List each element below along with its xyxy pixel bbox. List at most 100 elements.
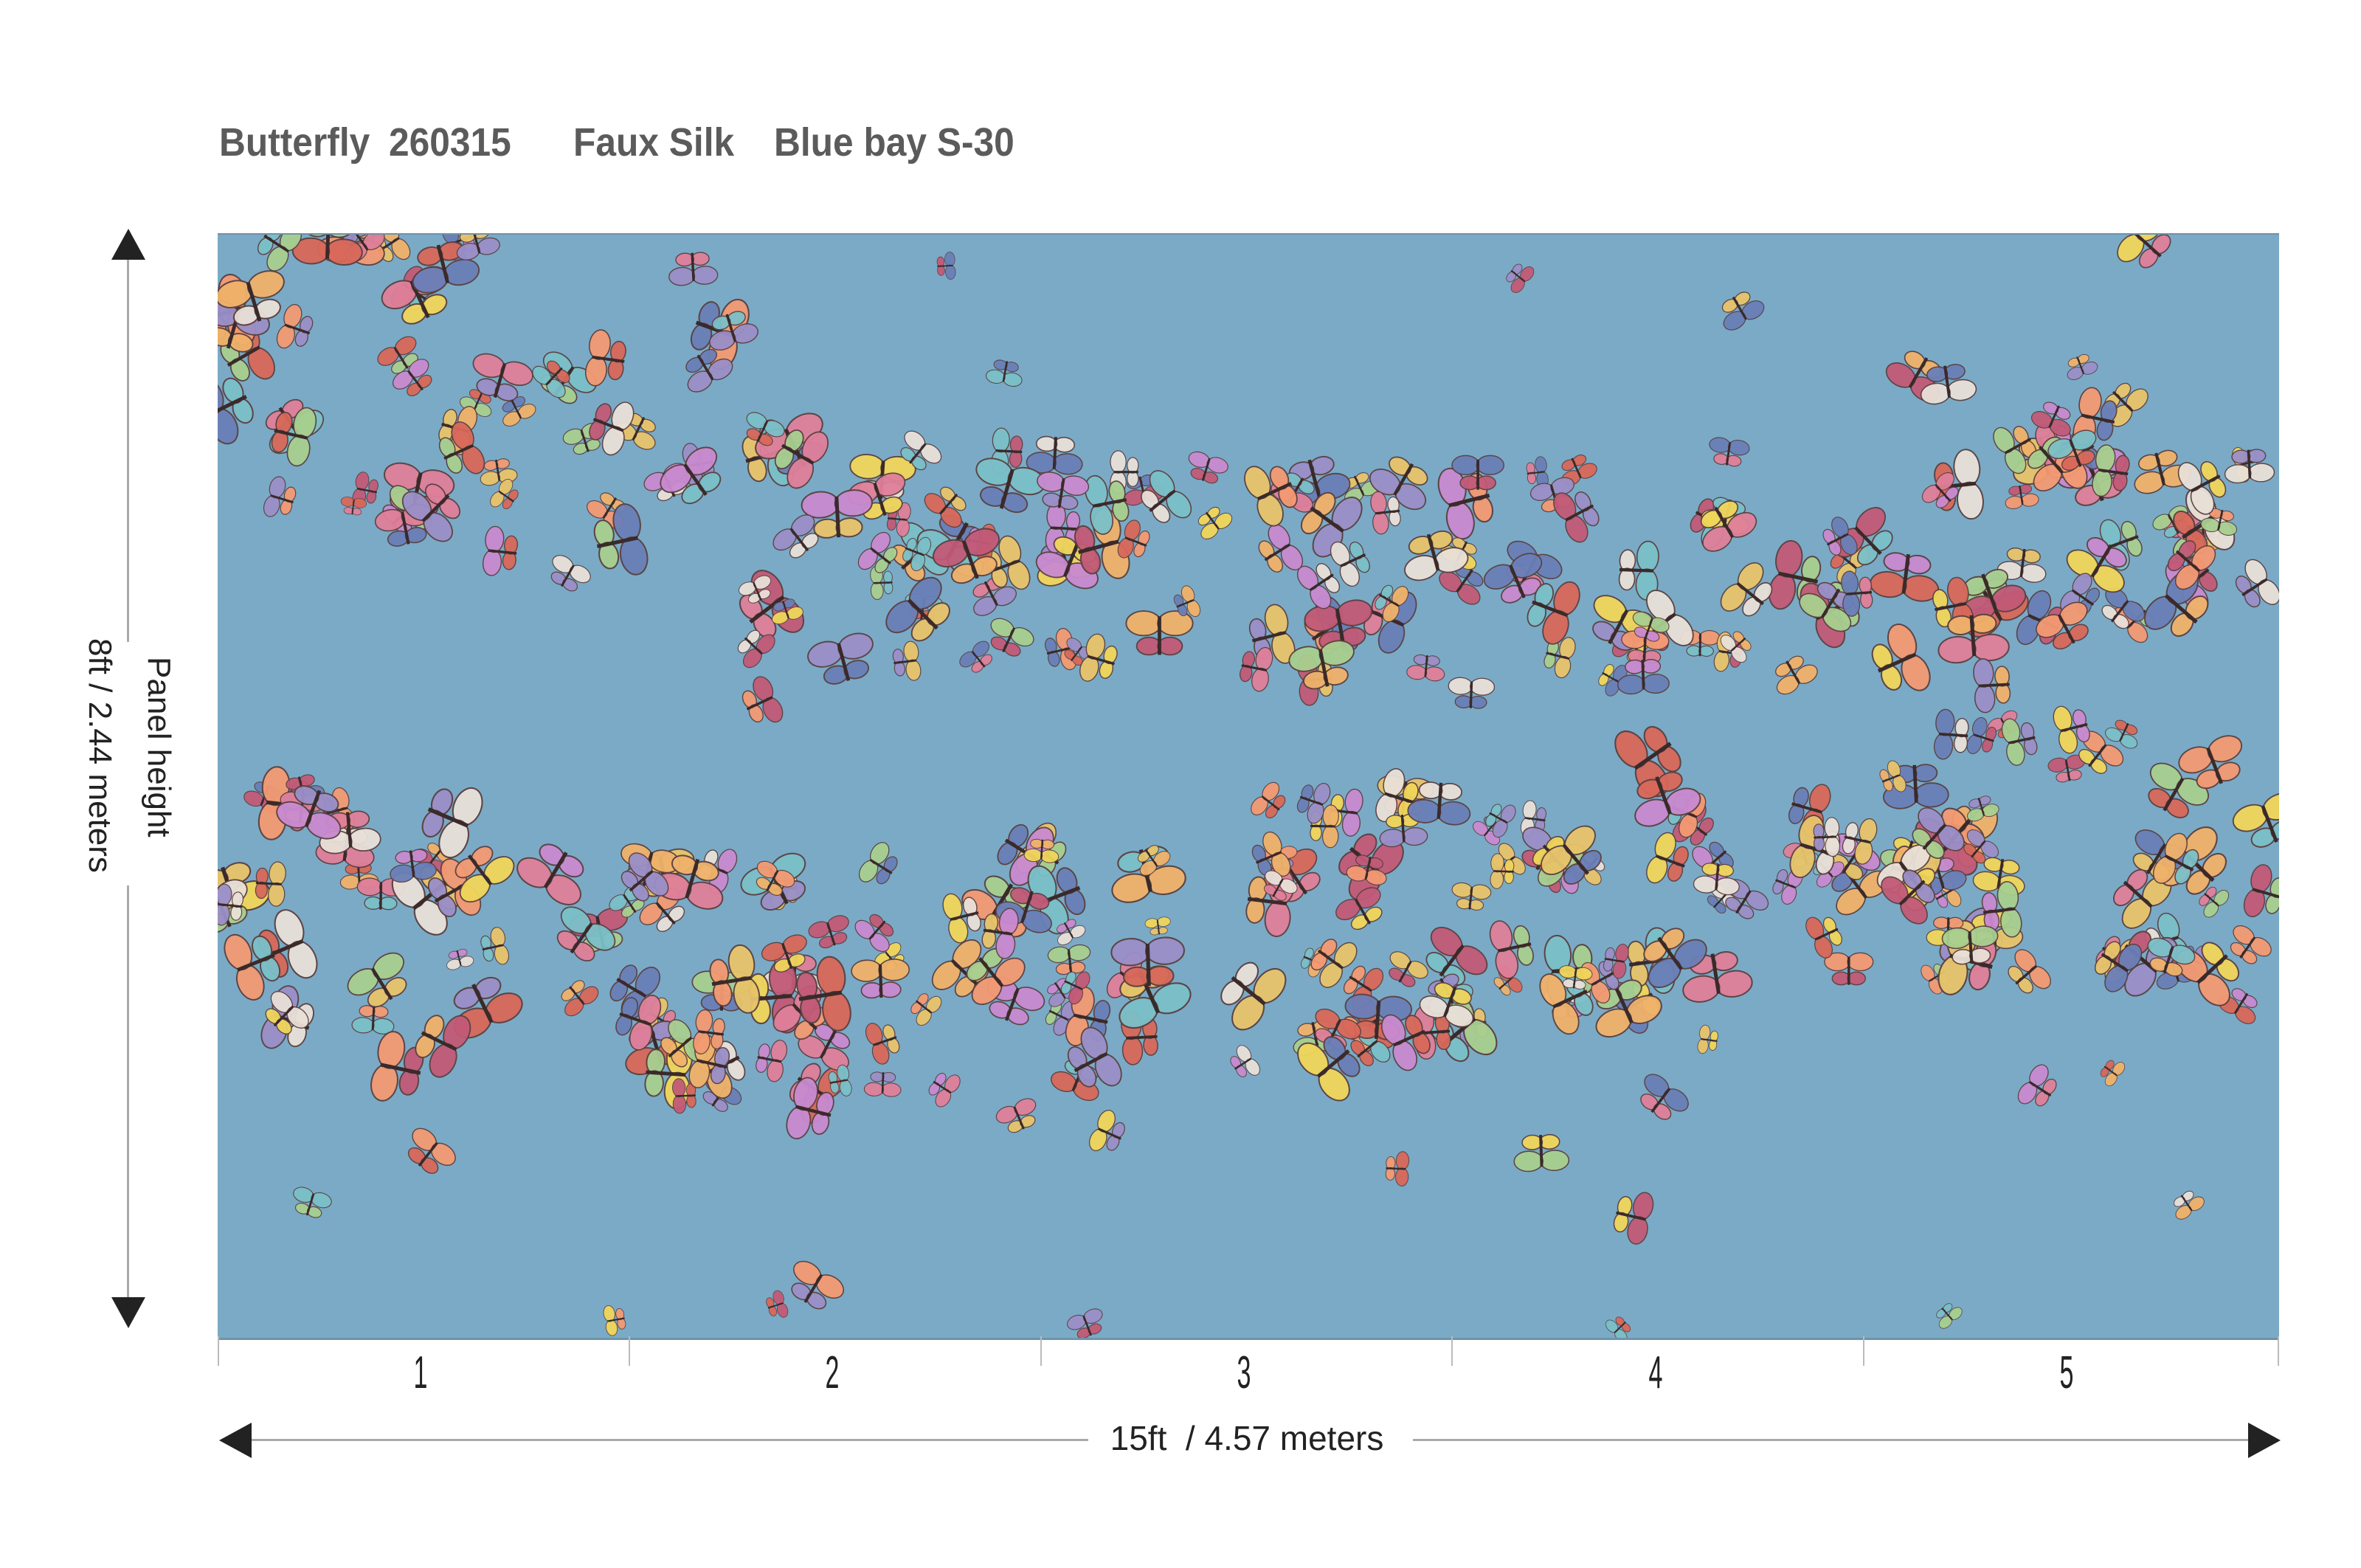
butterfly	[1603, 944, 1629, 979]
butterfly	[1407, 781, 1471, 826]
butterfly	[2177, 460, 2227, 515]
butterfly	[807, 632, 874, 685]
butterfly	[1330, 541, 1370, 587]
butterfly	[1805, 916, 1842, 959]
butterfly	[2092, 444, 2130, 497]
butterfly	[808, 915, 849, 949]
butterfly	[1037, 472, 1090, 511]
butterfly	[454, 846, 515, 903]
butterfly	[1173, 585, 1201, 618]
butterfly	[1841, 570, 1873, 617]
panel-number-2: 2	[825, 1347, 840, 1398]
butterfly	[1220, 961, 1287, 1031]
butterfly	[1067, 1308, 1103, 1338]
butterfly	[1375, 768, 1419, 823]
panel-divider	[1863, 1336, 1864, 1366]
butterfly	[412, 241, 480, 294]
butterfly	[1720, 631, 1752, 663]
butterfly	[1540, 825, 1602, 885]
butterfly	[1370, 491, 1401, 535]
butterfly	[276, 304, 314, 349]
butterfly	[654, 854, 724, 910]
butterfly	[2008, 949, 2051, 994]
butterfly	[685, 348, 733, 393]
butterfly	[1057, 919, 1086, 945]
butterfly	[1425, 927, 1488, 986]
butterfly	[709, 944, 761, 1014]
butterfly	[255, 861, 286, 907]
butterfly	[1419, 982, 1474, 1028]
butterfly	[1526, 456, 1549, 488]
butterfly	[828, 1064, 852, 1096]
butterfly	[995, 1098, 1037, 1133]
butterfly	[2199, 886, 2230, 918]
height-title: Panel height	[141, 657, 177, 837]
butterfly	[900, 430, 942, 471]
butterfly	[584, 329, 626, 387]
butterfly	[480, 458, 518, 486]
product-title: Butterfly 260315 Faux Silk Blue bay S-30	[219, 120, 1035, 171]
panel-divider	[629, 1336, 630, 1366]
butterfly	[1772, 868, 1803, 905]
butterfly	[1141, 470, 1192, 523]
butterfly	[1813, 817, 1841, 857]
butterfly	[737, 629, 775, 669]
butterfly	[2101, 587, 2146, 629]
butterfly	[603, 1305, 626, 1336]
butterfly	[709, 311, 758, 350]
butterfly	[668, 252, 719, 286]
butterfly	[265, 991, 309, 1035]
butterfly	[1598, 664, 1628, 697]
butterfly	[593, 503, 649, 576]
butterfly	[1110, 936, 1185, 987]
butterfly	[986, 359, 1023, 387]
butterfly	[772, 514, 819, 559]
butterfly	[1375, 584, 1409, 623]
butterfly	[1296, 783, 1331, 824]
butterfly	[2036, 601, 2089, 650]
butterfly	[1350, 1024, 1391, 1066]
butterfly	[1709, 437, 1750, 467]
wallpaper-panel-preview	[218, 233, 2279, 1340]
butterfly	[1264, 870, 1298, 901]
butterfly	[1026, 435, 1083, 475]
butterfly	[446, 948, 474, 970]
butterfly	[1483, 553, 1543, 604]
butterfly	[1110, 450, 1139, 494]
butterfly	[415, 1015, 471, 1078]
panel-divider	[1040, 1336, 1042, 1366]
butterfly	[1404, 530, 1469, 581]
butterfly	[218, 270, 285, 326]
butterfly	[1506, 263, 1535, 293]
butterfly	[1125, 610, 1194, 656]
butterfly	[257, 235, 303, 272]
height-label-gap	[111, 642, 148, 885]
butterfly	[1380, 1014, 1431, 1071]
butterfly	[693, 1009, 725, 1054]
butterfly	[1921, 472, 1959, 508]
butterfly	[660, 446, 722, 505]
butterfly	[1966, 716, 1997, 754]
butterfly	[1248, 604, 1296, 664]
butterfly	[1489, 920, 1534, 979]
butterfly	[2178, 735, 2243, 790]
butterfly	[2152, 832, 2199, 885]
butterfly	[1682, 951, 1753, 1003]
butterfly	[863, 1071, 902, 1097]
butterfly	[851, 959, 910, 999]
butterfly	[1721, 291, 1765, 331]
butterfly	[1640, 1074, 1689, 1120]
butterfly	[218, 377, 254, 445]
butterfly	[502, 396, 536, 426]
butterfly	[621, 852, 669, 902]
butterfly	[1842, 818, 1878, 865]
butterfly	[561, 980, 599, 1017]
butterfly	[1881, 869, 1935, 925]
butterfly	[1605, 1316, 1631, 1338]
butterfly	[1379, 813, 1428, 848]
butterfly	[910, 993, 942, 1026]
butterfly	[928, 1072, 961, 1108]
butterfly	[224, 933, 281, 1001]
butterfly	[1697, 1024, 1718, 1054]
butterfly	[370, 1031, 424, 1102]
